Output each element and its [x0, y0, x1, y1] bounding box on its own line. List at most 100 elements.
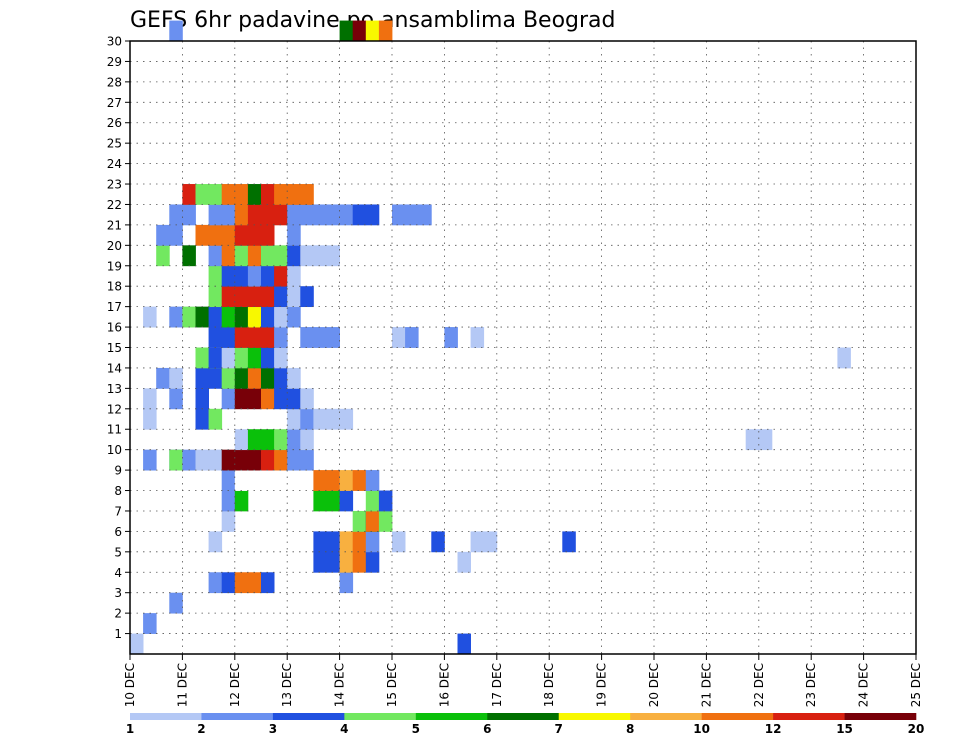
heatmap-cell	[169, 388, 183, 410]
heatmap-cell	[365, 531, 380, 553]
colorbar-swatch	[558, 713, 631, 720]
heatmap-cell	[339, 531, 354, 553]
heatmap-cell	[313, 245, 327, 267]
heatmap-cell	[221, 204, 236, 226]
heatmap-cell	[378, 20, 393, 42]
colorbar-swatch	[201, 713, 274, 720]
y-tick-label: 1	[114, 627, 122, 641]
heatmap-cell	[130, 633, 144, 655]
heatmap-cell	[300, 245, 314, 267]
heatmap-cell	[169, 224, 183, 246]
colorbar-label: 15	[836, 722, 853, 736]
heatmap-cell	[287, 306, 301, 328]
y-tick-label: 29	[107, 55, 122, 69]
y-tick-label: 27	[107, 96, 122, 110]
heatmap-cell	[339, 470, 354, 491]
y-tick-label: 6	[114, 525, 122, 539]
heatmap-cell	[261, 347, 275, 369]
x-tick-label: 12 DEC	[228, 663, 242, 707]
heatmap-cell	[261, 245, 275, 267]
y-tick-label: 26	[107, 116, 122, 130]
colorbar-swatch	[844, 713, 917, 720]
heatmap-cell	[261, 367, 275, 389]
heatmap-cell	[339, 490, 354, 512]
heatmap-cell	[261, 265, 275, 287]
heatmap-cell	[313, 327, 327, 348]
heatmap-cell	[326, 204, 340, 226]
colorbar-label: 8	[626, 722, 634, 736]
heatmap-cell	[300, 408, 314, 430]
heatmap-cell	[261, 449, 275, 471]
heatmap-cell	[300, 429, 314, 451]
heatmap-cell	[274, 429, 288, 451]
heatmap-cell	[483, 531, 498, 553]
heatmap-cell	[221, 327, 236, 348]
heatmap-cell	[431, 531, 445, 553]
heatmap-cells	[130, 20, 851, 655]
heatmap-cell	[234, 245, 249, 267]
heatmap-cell	[195, 490, 209, 512]
heatmap-cell	[247, 572, 262, 594]
heatmap-cell	[300, 388, 314, 410]
heatmap-cell	[261, 306, 275, 328]
heatmap-cell	[261, 224, 275, 246]
y-tick-label: 7	[114, 504, 122, 518]
heatmap-cell	[169, 204, 183, 226]
colorbar-label: 4	[340, 722, 348, 736]
heatmap-cell	[274, 306, 288, 328]
colorbar-label: 20	[908, 722, 925, 736]
y-tick-label: 3	[114, 586, 122, 600]
heatmap-cell	[745, 429, 760, 451]
heatmap-cell	[274, 265, 288, 287]
y-tick-label: 14	[107, 361, 122, 375]
heatmap-cell	[234, 327, 249, 348]
heatmap-cell	[365, 20, 380, 42]
heatmap-cell	[234, 347, 249, 369]
heatmap-cell	[221, 265, 236, 287]
heatmap-cell	[195, 408, 209, 430]
heatmap-cell	[234, 367, 249, 389]
heatmap-cell	[287, 184, 301, 205]
y-tick-label: 23	[107, 178, 122, 192]
y-tick-label: 8	[114, 484, 122, 498]
heatmap-cell	[392, 204, 406, 226]
heatmap-cell	[287, 265, 301, 287]
heatmap-cell	[143, 408, 157, 430]
heatmap-cell	[274, 449, 288, 471]
heatmap-cell	[208, 572, 223, 594]
heatmap-cell	[470, 327, 485, 348]
heatmap-cell	[326, 245, 340, 267]
heatmap-cell	[234, 224, 249, 246]
heatmap-cell	[247, 224, 262, 246]
heatmap-cell	[247, 429, 262, 451]
heatmap-cell	[247, 184, 262, 205]
heatmap-cell	[300, 449, 314, 471]
heatmap-cell	[143, 388, 157, 410]
x-axis: 10 DEC 11 DEC 12 DEC 13 DEC 14 DEC 15 DEC 16 D…	[123, 654, 923, 707]
x-tick-label: 21 DEC	[699, 663, 713, 707]
heatmap-cell	[352, 204, 367, 226]
y-tick-label: 28	[107, 75, 122, 89]
x-tick-label: 25 DEC	[909, 663, 923, 707]
heatmap-cell	[287, 245, 301, 267]
heatmap-cell	[352, 531, 367, 553]
heatmap-cell	[208, 531, 223, 553]
y-tick-label: 5	[114, 545, 122, 559]
x-tick-label: 20 DEC	[647, 663, 661, 707]
y-tick-label: 24	[107, 157, 122, 171]
colorbar-label: 12	[765, 722, 782, 736]
x-tick-label: 19 DEC	[595, 663, 609, 707]
x-tick-label: 22 DEC	[752, 663, 766, 707]
heatmap-cell	[405, 327, 419, 348]
y-tick-label: 12	[107, 402, 122, 416]
heatmap-cell	[261, 184, 275, 205]
colorbar-swatch	[487, 713, 560, 720]
heatmap-cell	[261, 327, 275, 348]
heatmap-cell	[182, 184, 196, 205]
heatmap-cell	[208, 265, 223, 287]
heatmap-cell	[274, 388, 288, 410]
heatmap-cell	[221, 388, 236, 410]
heatmap-cell	[274, 367, 288, 389]
heatmap-cell	[287, 408, 301, 430]
heatmap-cell	[313, 531, 327, 553]
